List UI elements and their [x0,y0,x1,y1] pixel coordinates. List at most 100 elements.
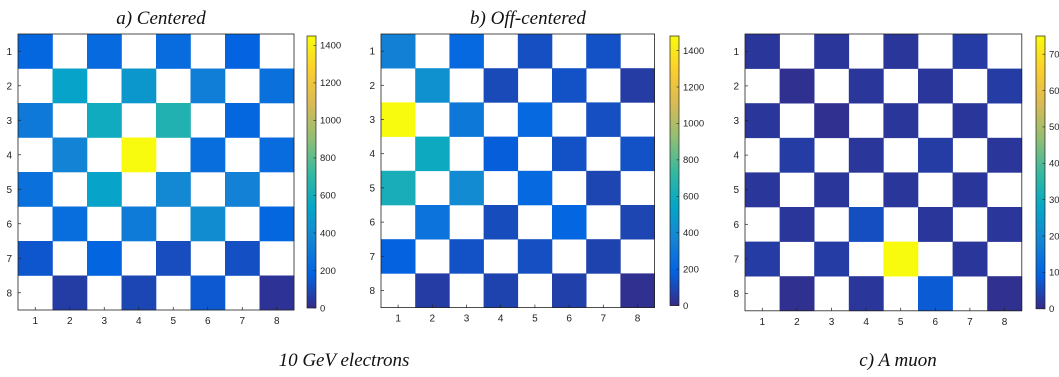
heatmap-cell-r5-c7 [586,170,621,206]
x-tick-label: 2 [430,314,436,325]
heatmap-cell-r1-c1 [745,34,780,69]
colorbar-tick-label: 0 [683,301,688,312]
x-tick-label: 4 [863,317,869,328]
heatmap-cell-r1-c3 [814,34,850,69]
caption-left: 10 GeV electrons [279,350,410,371]
y-tick-label: 7 [733,254,739,265]
heatmap-cell-r3-c7 [952,103,988,139]
heatmap-cell-r8-c2 [779,276,815,312]
x-tick-label: 3 [101,316,107,327]
heatmap-cell-r4-c4 [483,136,519,172]
heatmap-cell-r8-c8 [620,273,655,308]
colorbar-tick-label: 800 [320,153,336,164]
heatmap-cell-r1-c5 [156,34,191,69]
heatmap-cell-r6-c8 [987,207,1023,242]
heatmap-cell-r3-c5 [883,103,919,139]
x-tick-label: 3 [464,314,470,325]
colorbar-tick-label: 200 [683,264,699,275]
y-tick-label: 2 [369,81,375,92]
x-tick-label: 8 [635,314,641,325]
heatmap-cell-r4-c4 [848,137,884,173]
heatmap-cell-r3-c7 [586,102,621,137]
heatmap-cell-r4-c2 [52,137,88,173]
heatmap-cell-r1-c3 [449,34,484,69]
heatmap-cell-r2-c6 [190,68,226,104]
heatmap-cell-r3-c1 [381,102,416,137]
y-tick-label: 5 [369,183,375,194]
x-tick-label: 6 [933,317,939,328]
y-tick-label: 3 [733,116,739,127]
y-tick-label: 3 [6,116,12,127]
x-tick-label: 1 [395,314,401,325]
colorbar-tick-label: 50 [1049,122,1059,133]
colorbar-tick-label: 800 [683,155,699,166]
heatmap-cell-r5-c3 [449,170,484,206]
y-tick-label: 8 [6,288,12,299]
heatmap-cell-r6-c2 [779,207,815,242]
colorbar-tick-label: 1400 [683,46,704,57]
heatmap-cell-r8-c4 [121,275,157,311]
heatmap-cell-r2-c8 [259,68,295,104]
x-tick-label: 1 [760,317,766,328]
heatmap-panel-muon: 1 1 2 2 3 3 4 4 5 5 6 6 7 7 8 8 0 10 20 30 40 50 60 70 [733,33,1059,328]
colorbar-tick-label: 1400 [320,41,341,52]
heatmap-cell-r4-c6 [190,137,226,173]
heatmap-cell-r5-c5 [883,172,919,208]
colorbar-tick-label: 400 [320,228,336,239]
heatmap-cell-r6-c6 [190,206,226,242]
heatmap-cell-r8-c4 [483,273,519,308]
heatmap-cell-r6-c4 [483,205,519,240]
y-tick-label: 5 [733,185,739,196]
heatmap-cell-r5-c7 [952,172,988,208]
heatmap-cell-r5-c7 [225,172,260,207]
x-tick-label: 8 [1002,317,1008,328]
x-tick-label: 2 [794,317,800,328]
heatmap-cell-r3-c5 [156,103,191,138]
heatmap-cell-r2-c4 [848,68,884,104]
heatmap-cell-r3-c7 [225,103,260,138]
heatmap-cell-r8-c6 [552,273,587,308]
heatmap-cell-r5-c1 [18,172,53,207]
colorbar-tick-label: 30 [1049,195,1059,206]
heatmap-cell-r1-c7 [952,34,988,69]
heatmap-cell-r6-c8 [259,206,295,242]
heatmap-cell-r2-c4 [483,68,519,103]
y-tick-label: 8 [733,289,739,300]
heatmap-cell-r3-c3 [87,103,122,138]
heatmap-cell-r2-c4 [121,68,157,104]
heatmap-cell-r6-c8 [620,205,655,240]
colorbar-tick-label: 600 [320,191,336,202]
y-tick-label: 7 [369,252,375,263]
heatmap-cell-r4-c8 [987,137,1023,173]
heatmap-cell-r1-c5 [517,34,553,69]
caption-right: c) A muon [859,350,936,371]
heatmap-panel-off-centered: 1 1 2 2 3 3 4 4 5 5 6 6 7 7 8 8 0 200 400 600 800 1000 1200 140… [369,8,704,325]
heatmap-cell-r2-c2 [415,68,450,103]
colorbar-tick-label: 1000 [320,116,341,127]
plot-frame [744,33,1023,312]
heatmap-cell-r1-c3 [87,34,122,69]
heatmap-cell-r1-c1 [381,34,416,69]
plot-frame [380,33,656,309]
y-tick-label: 4 [733,151,739,162]
y-tick-label: 7 [6,254,12,265]
heatmap-cell-r7-c5 [517,239,553,274]
heatmap-cell-r3-c5 [517,102,553,137]
colorbar-tick-label: 1200 [320,78,341,89]
heatmap-cell-r7-c7 [952,241,988,277]
heatmap-cell-r2-c6 [918,68,953,104]
colorbar [306,35,317,309]
heatmap-cell-r3-c3 [449,102,484,137]
colorbar [1035,35,1046,310]
heatmap-panel-centered: 1 1 2 2 3 3 4 4 5 5 6 6 7 7 8 8 0 200 400 600 800 1000 1200 140… [6,8,341,327]
heatmap-cell-r4-c8 [259,137,295,173]
heatmap-cell-r5-c1 [745,172,780,208]
heatmap-cell-r2-c8 [987,68,1023,104]
heatmap-cell-r1-c7 [225,34,260,69]
x-tick-label: 4 [498,314,504,325]
heatmap-cell-r7-c3 [87,241,122,276]
heatmap-cell-r1-c1 [18,34,53,69]
colorbar-tick-label: 60 [1049,86,1059,97]
y-tick-label: 6 [733,220,739,231]
heatmap-cell-r2-c2 [779,68,815,104]
